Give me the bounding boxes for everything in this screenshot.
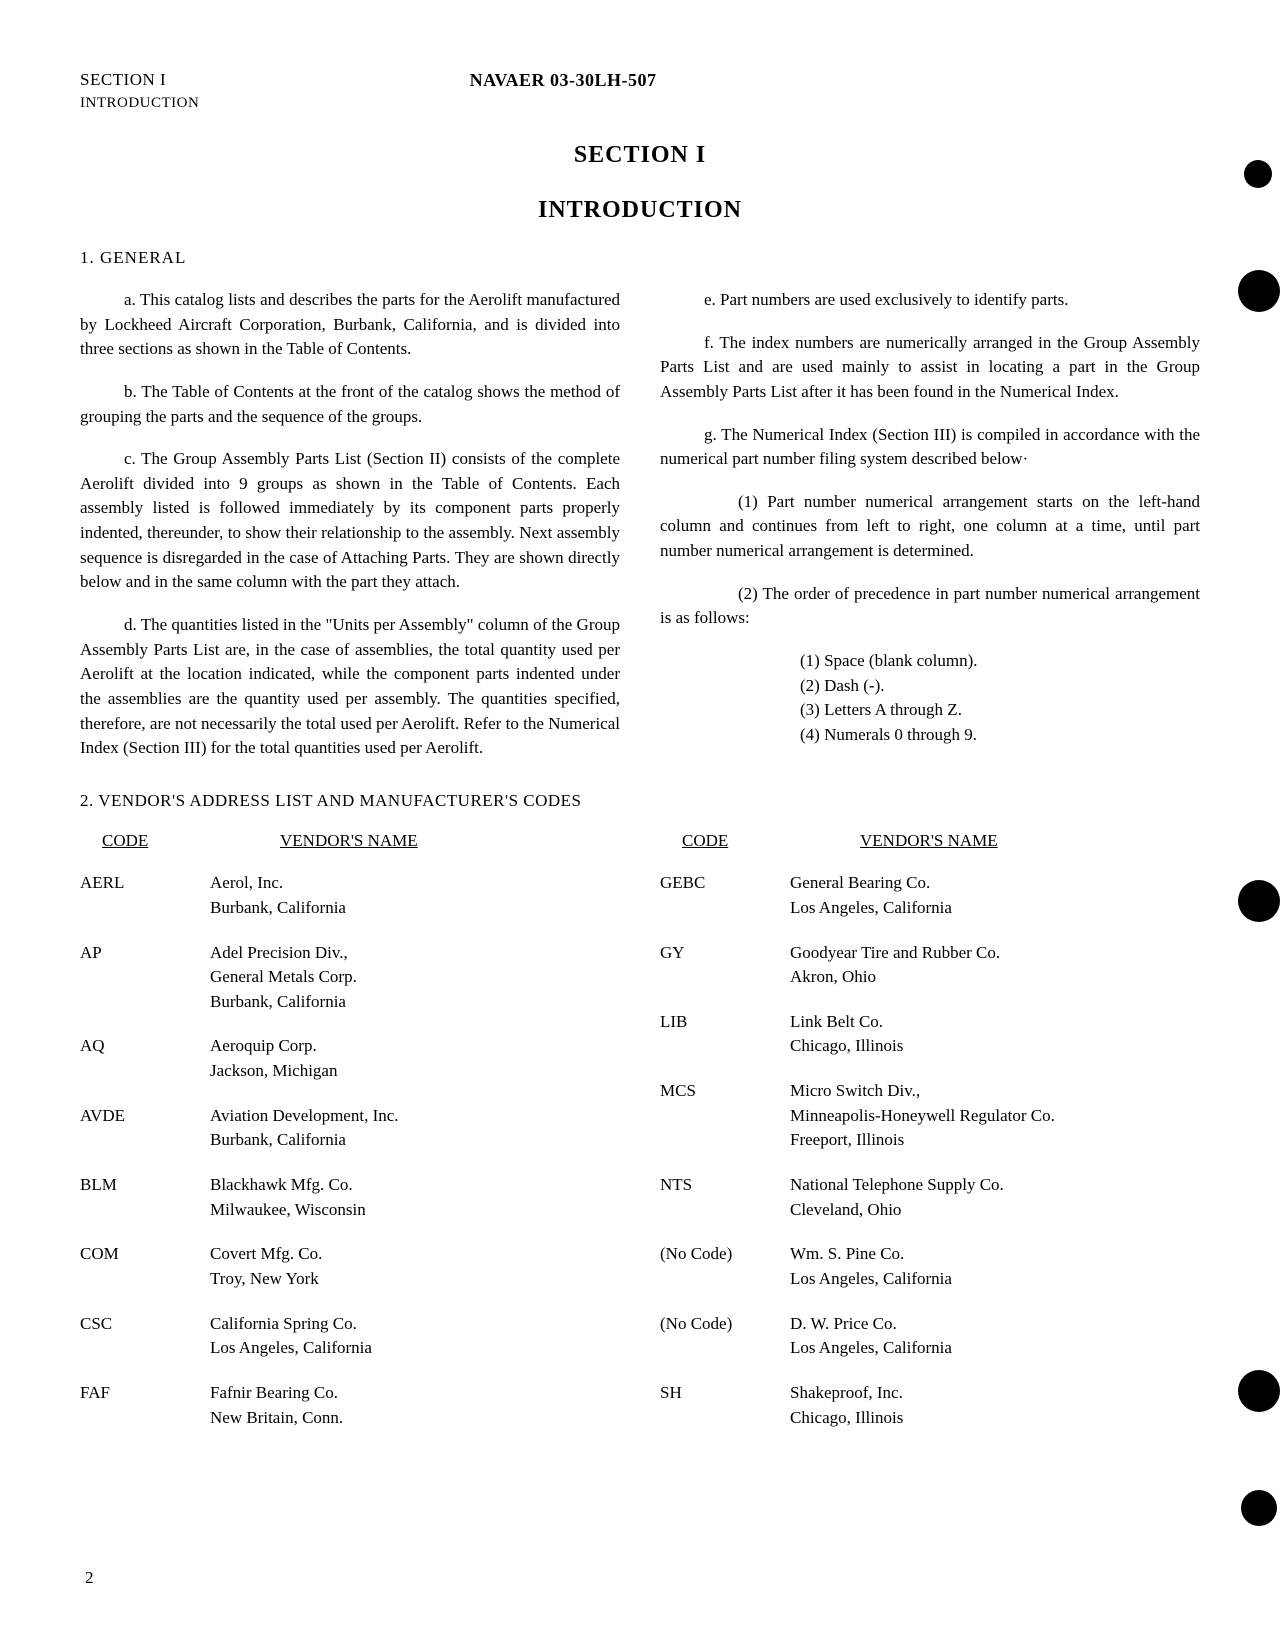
vendor-name: D. W. Price Co.Los Angeles, California <box>790 1312 1200 1361</box>
paragraph-e: e. Part numbers are used exclusively to … <box>660 288 1200 313</box>
vendor-table: CODE VENDOR'S NAME AERLAerol, Inc.Burban… <box>80 831 1200 1450</box>
punch-hole-icon <box>1238 880 1280 922</box>
vendor-row: NTSNational Telephone Supply Co.Clevelan… <box>660 1173 1200 1222</box>
vendor-row: (No Code)D. W. Price Co.Los Angeles, Cal… <box>660 1312 1200 1361</box>
vendor-name: General Bearing Co.Los Angeles, Californ… <box>790 871 1200 920</box>
introduction-label: INTRODUCTION <box>80 95 1200 112</box>
vendor-row: AQAeroquip Corp.Jackson, Michigan <box>80 1034 620 1083</box>
paragraph-c: c. The Group Assembly Parts List (Sectio… <box>80 447 620 595</box>
vendor-code: SH <box>660 1381 790 1430</box>
vendor-name: Covert Mfg. Co.Troy, New York <box>210 1242 620 1291</box>
paragraph-d: d. The quantities listed in the "Units p… <box>80 613 620 761</box>
vendor-code: AQ <box>80 1034 210 1083</box>
paragraph-g: g. The Numerical Index (Section III) is … <box>660 423 1200 472</box>
punch-hole-icon <box>1238 1370 1280 1412</box>
vendor-name: Blackhawk Mfg. Co.Milwaukee, Wisconsin <box>210 1173 620 1222</box>
vendor-row: APAdel Precision Div.,General Metals Cor… <box>80 941 620 1015</box>
vendor-row: SHShakeproof, Inc.Chicago, Illinois <box>660 1381 1200 1430</box>
paragraph-g2: (2) The order of precedence in part numb… <box>660 582 1200 631</box>
page-number: 2 <box>85 1568 94 1588</box>
paragraph-f: f. The index numbers are numerically arr… <box>660 331 1200 405</box>
vendor-name: National Telephone Supply Co.Cleveland, … <box>790 1173 1200 1222</box>
vendor-code: AVDE <box>80 1104 210 1153</box>
vendor-code: LIB <box>660 1010 790 1059</box>
vendor-name: Micro Switch Div.,Minneapolis-Honeywell … <box>790 1079 1200 1153</box>
vendor-name: Adel Precision Div.,General Metals Corp.… <box>210 941 620 1015</box>
vendor-column-right: CODE VENDOR'S NAME GEBCGeneral Bearing C… <box>660 831 1200 1450</box>
vendor-code: NTS <box>660 1173 790 1222</box>
vendor-row: MCSMicro Switch Div.,Minneapolis-Honeywe… <box>660 1079 1200 1153</box>
vendor-code: COM <box>80 1242 210 1291</box>
vendor-header-left: CODE VENDOR'S NAME <box>80 831 620 851</box>
precedence-item-4: (4) Numerals 0 through 9. <box>800 723 1200 748</box>
punch-hole-icon <box>1241 1490 1277 1526</box>
vendor-row: LIBLink Belt Co.Chicago, Illinois <box>660 1010 1200 1059</box>
vendor-name: Aviation Development, Inc.Burbank, Calif… <box>210 1104 620 1153</box>
vendor-row: CSCCalifornia Spring Co.Los Angeles, Cal… <box>80 1312 620 1361</box>
section-title: SECTION I <box>80 142 1200 169</box>
paragraph-g1: (1) Part number numerical arrangement st… <box>660 490 1200 564</box>
precedence-item-3: (3) Letters A through Z. <box>800 698 1200 723</box>
vendor-name: Wm. S. Pine Co.Los Angeles, California <box>790 1242 1200 1291</box>
code-header: CODE <box>80 831 210 851</box>
vendor-code: (No Code) <box>660 1312 790 1361</box>
vendor-name: Fafnir Bearing Co.New Britain, Conn. <box>210 1381 620 1430</box>
body-text: a. This catalog lists and describes the … <box>80 288 1200 767</box>
vendor-column-left: CODE VENDOR'S NAME AERLAerol, Inc.Burban… <box>80 831 620 1450</box>
document-number: NAVAER 03-30LH-507 <box>166 70 1200 91</box>
vendor-code: FAF <box>80 1381 210 1430</box>
name-header: VENDOR'S NAME <box>790 831 998 851</box>
vendor-heading: 2. VENDOR'S ADDRESS LIST AND MANUFACTURE… <box>80 791 1200 811</box>
vendor-code: MCS <box>660 1079 790 1153</box>
vendor-row: GYGoodyear Tire and Rubber Co.Akron, Ohi… <box>660 941 1200 990</box>
vendor-row: (No Code)Wm. S. Pine Co.Los Angeles, Cal… <box>660 1242 1200 1291</box>
general-heading: 1. GENERAL <box>80 248 1200 268</box>
punch-hole-icon <box>1244 160 1272 188</box>
vendor-name: Aerol, Inc.Burbank, California <box>210 871 620 920</box>
code-header: CODE <box>660 831 790 851</box>
vendor-row: AERLAerol, Inc.Burbank, California <box>80 871 620 920</box>
vendor-row: GEBCGeneral Bearing Co.Los Angeles, Cali… <box>660 871 1200 920</box>
punch-hole-icon <box>1238 270 1280 312</box>
vendor-code: CSC <box>80 1312 210 1361</box>
vendor-code: AP <box>80 941 210 1015</box>
paragraph-b: b. The Table of Contents at the front of… <box>80 380 620 429</box>
vendor-row: FAFFafnir Bearing Co.New Britain, Conn. <box>80 1381 620 1430</box>
vendor-row: BLMBlackhawk Mfg. Co.Milwaukee, Wisconsi… <box>80 1173 620 1222</box>
vendor-code: GY <box>660 941 790 990</box>
vendor-name: Shakeproof, Inc.Chicago, Illinois <box>790 1381 1200 1430</box>
vendor-code: GEBC <box>660 871 790 920</box>
precedence-item-1: (1) Space (blank column). <box>800 649 1200 674</box>
precedence-item-2: (2) Dash (-). <box>800 674 1200 699</box>
vendor-code: AERL <box>80 871 210 920</box>
vendor-code: (No Code) <box>660 1242 790 1291</box>
vendor-code: BLM <box>80 1173 210 1222</box>
page-header: SECTION I NAVAER 03-30LH-507 <box>80 70 1200 91</box>
vendor-name: Link Belt Co.Chicago, Illinois <box>790 1010 1200 1059</box>
precedence-list: (1) Space (blank column). (2) Dash (-). … <box>660 649 1200 748</box>
vendor-row: COMCovert Mfg. Co.Troy, New York <box>80 1242 620 1291</box>
vendor-name: California Spring Co.Los Angeles, Califo… <box>210 1312 620 1361</box>
vendor-row: AVDEAviation Development, Inc.Burbank, C… <box>80 1104 620 1153</box>
vendor-name: Aeroquip Corp.Jackson, Michigan <box>210 1034 620 1083</box>
paragraph-a: a. This catalog lists and describes the … <box>80 288 620 362</box>
introduction-title: INTRODUCTION <box>80 197 1200 224</box>
section-label: SECTION I <box>80 70 166 91</box>
vendor-header-right: CODE VENDOR'S NAME <box>660 831 1200 851</box>
name-header: VENDOR'S NAME <box>210 831 418 851</box>
vendor-name: Goodyear Tire and Rubber Co.Akron, Ohio <box>790 941 1200 990</box>
